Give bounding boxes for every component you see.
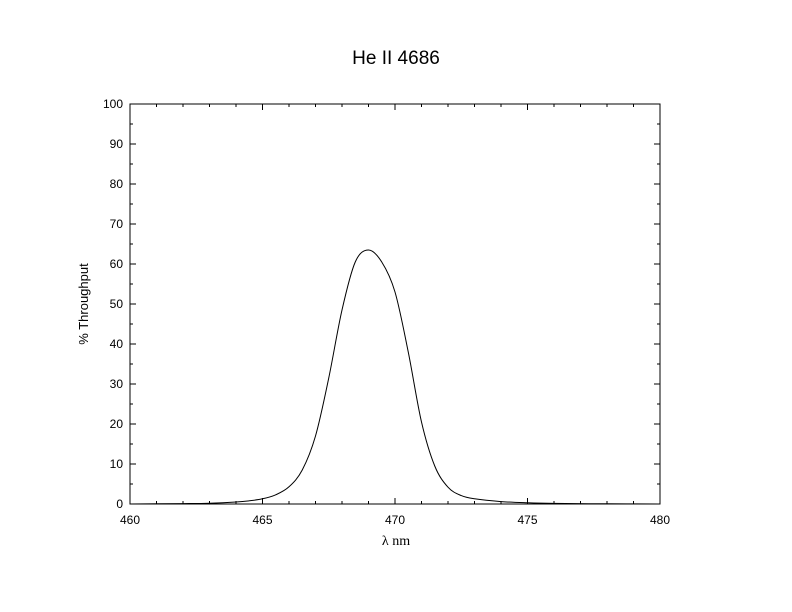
y-tick-label: 70 [110,217,124,231]
y-tick-labels: 0 10 20 30 40 50 60 70 80 90 100 [103,97,123,511]
x-tick-label: 475 [517,513,537,527]
x-tick-label: 460 [120,513,140,527]
x-tick-labels: 460 465 470 475 480 [120,513,670,527]
x-tick-label: 480 [650,513,670,527]
x-tick-label: 465 [252,513,272,527]
y-tick-label: 90 [110,137,124,151]
plot-area [129,103,661,505]
y-tick-label: 20 [110,417,124,431]
y-tick-label: 60 [110,257,124,271]
chart-title: He II 4686 [352,48,440,69]
y-tick-label: 0 [116,497,123,511]
y-tick-label: 80 [110,177,124,191]
y-tick-label: 40 [110,337,124,351]
series-line [129,249,661,505]
axis-ticks [129,103,661,505]
x-tick-label: 470 [385,513,405,527]
y-tick-label: 30 [110,377,124,391]
y-tick-label: 100 [103,97,123,111]
y-axis-label: % Throughput [76,263,91,345]
x-axis-label: λ nm [382,534,410,549]
y-tick-label: 10 [110,457,124,471]
y-tick-label: 50 [110,297,124,311]
